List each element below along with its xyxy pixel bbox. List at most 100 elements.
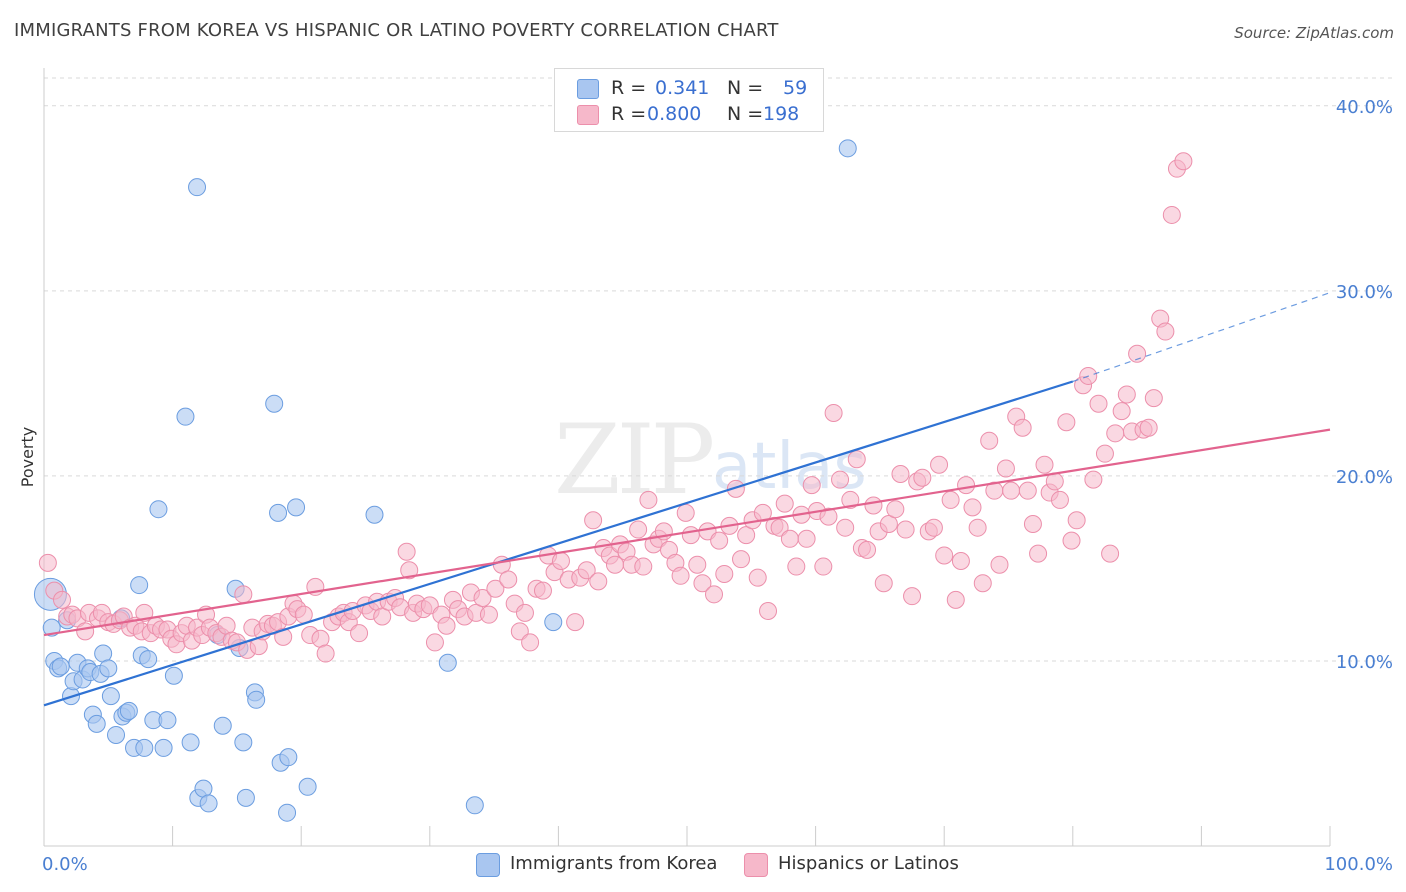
korea-point <box>130 576 149 595</box>
hispanic-point <box>688 555 707 574</box>
chart-title: IMMIGRANTS FROM KOREA VS HISPANIC OR LAT… <box>14 20 779 41</box>
korea-point <box>107 725 126 744</box>
bottom-hispanic-swatch <box>744 853 768 877</box>
hispanic-point <box>584 511 603 530</box>
y-tick-label: 30.0% <box>1336 282 1393 303</box>
y-tick-label: 20.0% <box>1336 467 1393 488</box>
korea-trend-line <box>43 380 1074 707</box>
hispanic-point <box>1139 418 1158 437</box>
hispanic-point <box>715 564 734 583</box>
hispanic-point <box>710 531 729 550</box>
hispanic-point <box>1156 322 1175 341</box>
hispanic-point <box>1013 418 1032 437</box>
korea-point <box>438 653 457 672</box>
hispanic-point <box>996 459 1015 478</box>
hispanic-point <box>836 518 855 537</box>
korea-point <box>188 178 207 197</box>
watermark-zip: ZIP <box>554 404 715 516</box>
hispanic-point <box>1067 511 1086 530</box>
hispanic-point <box>858 540 877 559</box>
korea-swatch <box>577 79 599 99</box>
hispanic-point <box>957 476 976 495</box>
korea-point <box>99 659 118 678</box>
korea-trend-extension <box>1072 292 1331 383</box>
hispanic-point <box>891 465 910 484</box>
korea-point <box>265 394 284 413</box>
hispanic-point <box>1023 514 1042 533</box>
hispanic-point <box>726 479 745 498</box>
hispanic-point <box>990 555 1009 574</box>
y-tick-label: 40.0% <box>1336 97 1393 118</box>
hispanic-point <box>499 570 518 589</box>
hispanic-point <box>1162 205 1181 224</box>
x-tick-label: 100.0% <box>1324 854 1393 875</box>
hispanic-point <box>639 490 658 509</box>
korea-n-value: 59 <box>783 77 808 99</box>
hispanic-r-value: 0.800 <box>647 103 702 125</box>
hispanic-point <box>373 607 392 626</box>
hispanic-point <box>135 603 154 622</box>
hispanic-point <box>759 601 778 620</box>
hispanic-point <box>681 526 700 545</box>
hispanic-point <box>53 590 72 609</box>
korea-point <box>51 657 70 676</box>
hispanic-point <box>946 590 965 609</box>
hispanic-point <box>551 552 570 571</box>
hispanic-point <box>316 644 335 663</box>
korea-point <box>119 701 138 720</box>
hispanic-point <box>824 403 843 422</box>
korea-n-label: N = <box>727 77 764 99</box>
axes <box>43 68 1331 847</box>
hispanic-point <box>1117 385 1136 404</box>
hispanic-point <box>1112 402 1131 421</box>
hispanic-point <box>350 624 369 643</box>
korea-r-value: 0.341 <box>655 77 710 99</box>
hispanic-point <box>775 494 794 513</box>
hispanic-n-label: N = <box>727 103 764 125</box>
hispanic-point <box>486 579 505 598</box>
hispanic-point <box>1029 544 1048 563</box>
korea-point <box>544 613 563 632</box>
korea-point <box>164 666 183 685</box>
korea-point <box>87 714 106 733</box>
hispanic-point <box>841 490 860 509</box>
korea-point <box>236 788 255 807</box>
hispanic-point <box>896 520 915 539</box>
korea-point <box>42 618 61 637</box>
hispanic-point <box>913 468 932 487</box>
korea-point <box>838 139 857 158</box>
hispanic-point <box>76 622 95 641</box>
hispanic-point <box>748 568 767 587</box>
hispanic-point <box>732 550 751 569</box>
hispanic-point <box>437 616 456 635</box>
hispanic-trend-line <box>43 428 1331 637</box>
bottom-korea-label: Immigrants from Korea <box>510 853 718 874</box>
korea-r-label: R = <box>611 77 647 99</box>
hispanic-point <box>879 514 898 533</box>
tick-labels: 10.0% 20.0% 30.0% 40.0% 0.0% 100.0% <box>42 97 1393 875</box>
hispanic-point <box>819 507 838 526</box>
hispanic-point <box>980 431 999 450</box>
hispanic-point <box>874 574 893 593</box>
korea-point <box>465 796 484 815</box>
y-axis-label: Poverty <box>18 427 37 488</box>
hispanic-point <box>397 542 416 561</box>
hispanic-point <box>770 518 789 537</box>
hispanic-point <box>589 572 608 591</box>
hispanic-point <box>797 529 816 548</box>
hispanic-point <box>1050 490 1069 509</box>
hispanic-point <box>521 633 540 652</box>
hispanic-point <box>886 500 905 519</box>
hispanic-point <box>510 622 529 641</box>
hispanic-point <box>705 585 724 604</box>
hispanic-swatch <box>577 105 599 125</box>
hispanic-point <box>924 518 943 537</box>
hispanic-point <box>814 557 833 576</box>
hispanic-point <box>671 566 690 585</box>
hispanic-point <box>753 503 772 522</box>
hispanic-point <box>802 476 821 495</box>
hispanic-n-value: 198 <box>763 103 800 125</box>
hispanic-point <box>479 605 498 624</box>
hispanic-point <box>1062 531 1081 550</box>
